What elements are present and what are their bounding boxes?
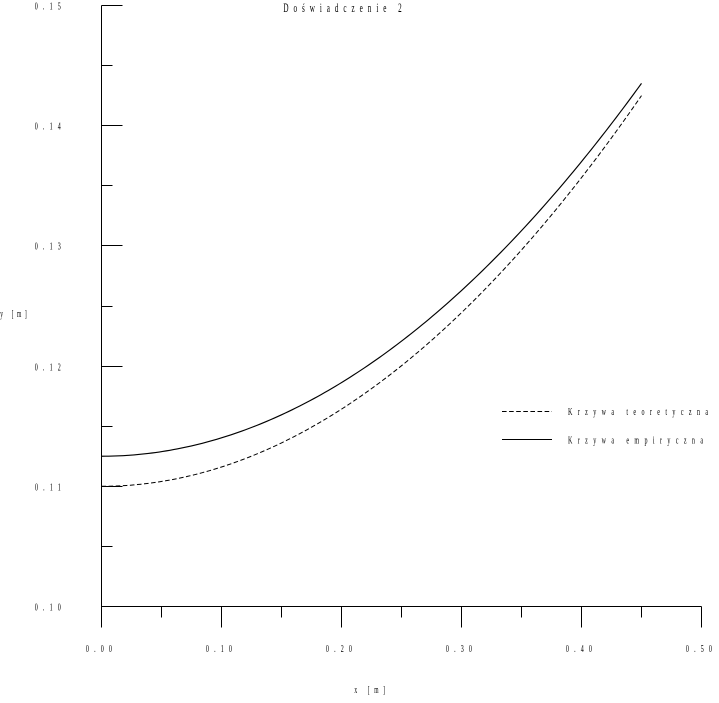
- svg-text:Doświadczenie 2: Doświadczenie 2: [283, 2, 406, 16]
- svg-text:0.15: 0.15: [35, 0, 66, 12]
- svg-text:0.00: 0.00: [86, 642, 117, 654]
- svg-text:0.50: 0.50: [686, 642, 717, 654]
- svg-text:0.14: 0.14: [35, 120, 66, 132]
- svg-text:0.30: 0.30: [446, 642, 477, 654]
- svg-text:0.40: 0.40: [566, 642, 597, 654]
- svg-text:Krzywa teoretyczna: Krzywa teoretyczna: [568, 405, 713, 417]
- svg-text:0.10: 0.10: [35, 601, 66, 613]
- svg-text:0.12: 0.12: [35, 361, 66, 373]
- svg-text:0.13: 0.13: [35, 240, 66, 252]
- svg-text:0.10: 0.10: [206, 642, 237, 654]
- svg-text:x [m]: x [m]: [354, 684, 389, 695]
- svg-text:y [m]: y [m]: [0, 308, 30, 319]
- svg-text:Krzywa empiryczna: Krzywa empiryczna: [568, 434, 708, 446]
- svg-text:0.20: 0.20: [326, 642, 357, 654]
- svg-text:0.11: 0.11: [35, 481, 66, 493]
